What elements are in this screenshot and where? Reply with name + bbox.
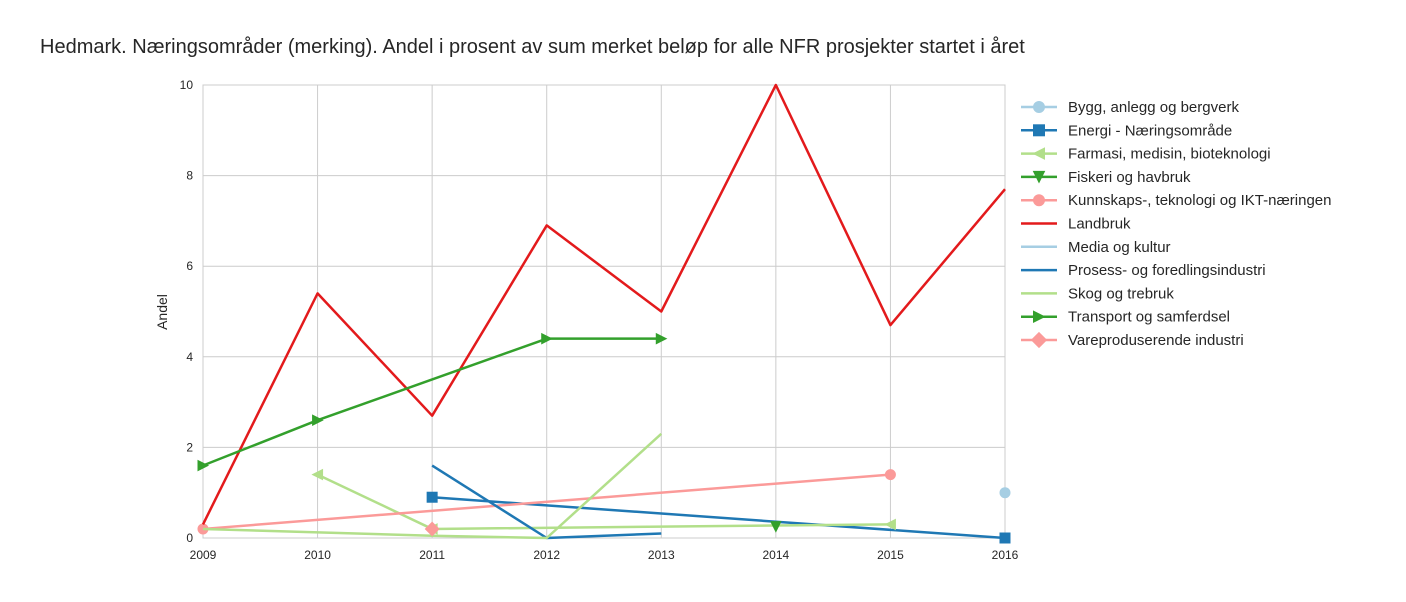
series-line [202, 473, 891, 531]
legend-marker [1033, 101, 1045, 113]
y-tick-label: 2 [186, 440, 193, 454]
legend-item: Landbruk [1021, 216, 1131, 233]
x-tick-label: 2010 [304, 548, 331, 562]
legend-label: Prosess- og foredlingsindustri [1068, 262, 1266, 279]
legend-item: Vareproduserende industri [1021, 331, 1244, 349]
data-point [884, 518, 896, 531]
data-point [426, 491, 438, 503]
legend-marker [1032, 170, 1046, 184]
grid [202, 84, 1006, 539]
legend-label: Vareproduserende industri [1068, 332, 1244, 349]
x-tick-label: 2011 [419, 548, 445, 562]
data-point [311, 468, 324, 481]
x-tick-label: 2016 [992, 548, 1019, 562]
legend: Bygg, anlegg og bergverk Energi - Nærings… [1021, 99, 1332, 349]
series-3 [770, 521, 782, 533]
legend-label: Bygg, anlegg og bergverk [1068, 99, 1239, 116]
y-tick-label: 10 [180, 78, 194, 92]
legend-label: Landbruk [1068, 216, 1131, 233]
x-tick-label: 2012 [533, 548, 560, 562]
legend-label: Skog og trebruk [1068, 285, 1174, 302]
legend-item: Media og kultur [1021, 239, 1171, 256]
data-point [541, 332, 553, 345]
legend-marker [1033, 310, 1046, 324]
legend-marker [1030, 331, 1048, 349]
data-point [770, 521, 782, 533]
y-tick-label: 0 [186, 531, 193, 545]
x-tick-label: 2013 [648, 548, 675, 562]
y-tick-label: 6 [186, 259, 193, 273]
series-5 [201, 83, 1006, 525]
data-point [655, 332, 668, 345]
x-tick-label: 2009 [190, 548, 217, 562]
series-line [202, 337, 662, 467]
series-line [201, 83, 1006, 525]
legend-item: Farmasi, medisin, bioteknologi [1021, 146, 1271, 163]
legend-label: Farmasi, medisin, bioteknologi [1068, 146, 1271, 163]
x-axis-ticks: 2009 2010 2011 2012 2013 2014 2015 2016 [190, 548, 1019, 562]
x-tick-label: 2015 [877, 548, 904, 562]
legend-marker [1033, 124, 1045, 137]
data-point [884, 469, 896, 481]
legend-label: Transport og samferdsel [1068, 309, 1230, 326]
legend-marker [1032, 147, 1045, 160]
legend-label: Media og kultur [1068, 239, 1171, 256]
x-tick-label: 2014 [763, 548, 790, 562]
legend-item: Bygg, anlegg og bergverk [1021, 99, 1239, 116]
legend-label: Energi - Næringsområde [1068, 122, 1232, 139]
series-0 [999, 487, 1011, 499]
y-axis-ticks: 0 2 4 6 8 10 [180, 78, 194, 545]
legend-item: Transport og samferdsel [1021, 309, 1230, 326]
data-point [424, 521, 440, 537]
y-tick-label: 8 [186, 169, 193, 183]
series-9 [197, 332, 668, 472]
legend-item: Skog og trebruk [1021, 285, 1174, 302]
series-8 [202, 432, 663, 540]
legend-item: Kunnskaps-, teknologi og IKT-næringen [1021, 192, 1332, 209]
data-point [999, 532, 1011, 544]
y-axis-label: Andel [154, 294, 170, 330]
legend-item: Energi - Næringsområde [1021, 122, 1232, 139]
series-lines [197, 83, 1011, 544]
legend-item: Fiskeri og havbruk [1021, 169, 1191, 186]
legend-item: Prosess- og foredlingsindustri [1021, 262, 1266, 279]
legend-label: Kunnskaps-, teknologi og IKT-næringen [1068, 192, 1332, 209]
chart-title: Hedmark. Næringsområder (merking). Andel… [40, 36, 1025, 58]
data-point [197, 459, 210, 472]
series-line [202, 432, 663, 540]
data-point [312, 414, 324, 427]
legend-label: Fiskeri og havbruk [1068, 169, 1191, 186]
legend-marker [1033, 194, 1045, 207]
series-10 [424, 521, 440, 537]
y-tick-label: 4 [186, 350, 193, 364]
data-point [999, 487, 1011, 499]
